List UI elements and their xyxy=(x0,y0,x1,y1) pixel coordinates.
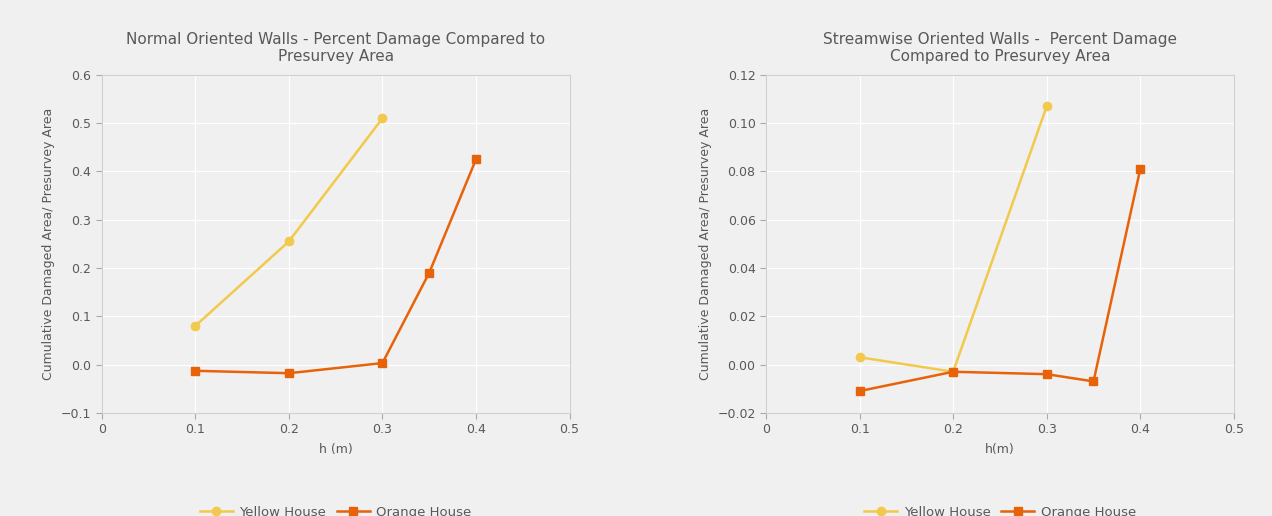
X-axis label: h (m): h (m) xyxy=(319,443,352,456)
Orange House xyxy=(468,156,483,163)
Orange House xyxy=(1039,371,1054,377)
Yellow House xyxy=(281,238,296,245)
X-axis label: h(m): h(m) xyxy=(985,443,1015,456)
Orange House xyxy=(188,368,204,374)
Line: Yellow House: Yellow House xyxy=(191,114,387,330)
Orange House xyxy=(1086,378,1102,384)
Line: Orange House: Orange House xyxy=(191,155,480,377)
Yellow House xyxy=(852,354,868,360)
Yellow House xyxy=(188,323,204,329)
Legend: Yellow House, Orange House: Yellow House, Orange House xyxy=(195,501,477,516)
Title: Streamwise Oriented Walls -  Percent Damage
Compared to Presurvey Area: Streamwise Oriented Walls - Percent Dama… xyxy=(823,31,1177,64)
Line: Orange House: Orange House xyxy=(856,165,1145,395)
Y-axis label: Cumulative Damaged Area/ Presurvey Area: Cumulative Damaged Area/ Presurvey Area xyxy=(42,108,56,380)
Orange House xyxy=(281,370,296,376)
Legend: Yellow House, Orange House: Yellow House, Orange House xyxy=(859,501,1141,516)
Orange House xyxy=(375,360,391,366)
Orange House xyxy=(1132,166,1147,172)
Y-axis label: Cumulative Damaged Area/ Presurvey Area: Cumulative Damaged Area/ Presurvey Area xyxy=(698,108,712,380)
Orange House xyxy=(945,368,960,375)
Orange House xyxy=(852,388,868,394)
Yellow House xyxy=(375,115,391,121)
Yellow House xyxy=(945,368,960,375)
Title: Normal Oriented Walls - Percent Damage Compared to
Presurvey Area: Normal Oriented Walls - Percent Damage C… xyxy=(126,31,546,64)
Line: Yellow House: Yellow House xyxy=(856,102,1051,376)
Yellow House xyxy=(1039,103,1054,109)
Orange House xyxy=(421,270,436,276)
